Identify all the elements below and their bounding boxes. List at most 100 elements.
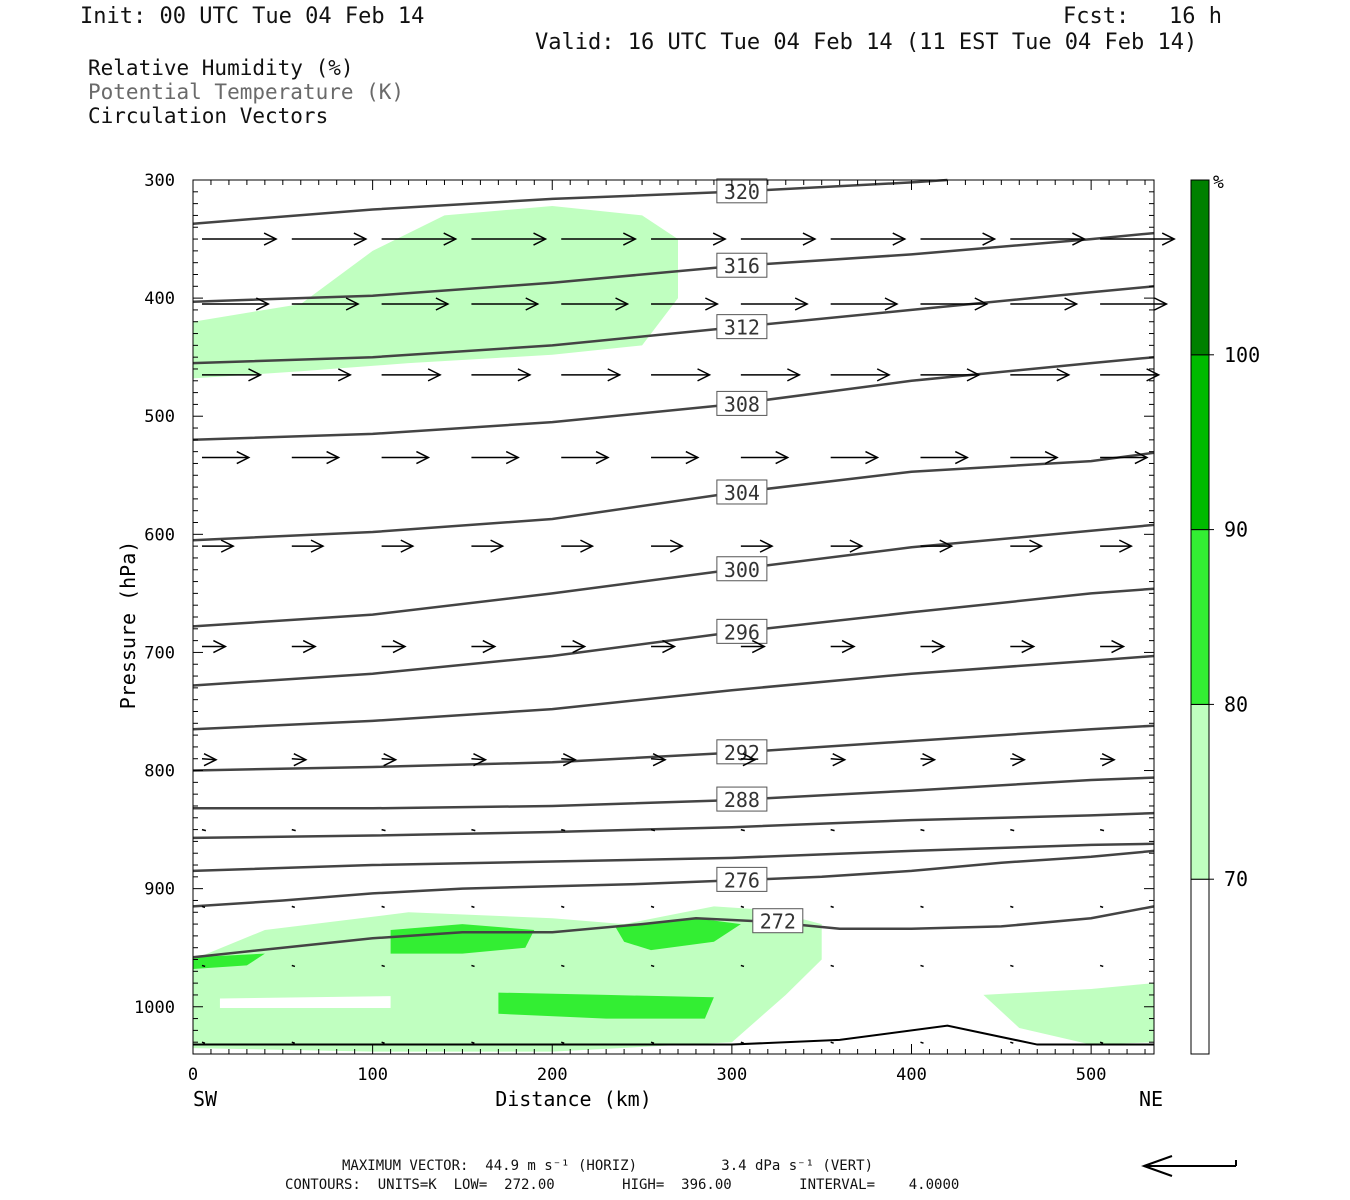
theta-label-box-320 — [716, 252, 768, 278]
rh-region-7 — [193, 953, 265, 969]
x-end-label-sw: SW — [193, 1087, 218, 1111]
theta-label-324: 320 — [724, 180, 760, 204]
circulation-vector — [1010, 1041, 1014, 1044]
circulation-vector-layer — [201, 232, 1176, 1044]
circulation-vector-head — [615, 297, 630, 311]
circulation-vector — [650, 828, 656, 832]
theta-label-box-272 — [752, 908, 804, 934]
circulation-vector-head — [1118, 539, 1133, 553]
circulation-vector — [650, 1041, 655, 1044]
circulation-vector — [650, 964, 655, 968]
circulation-vector — [920, 828, 925, 832]
colorbar-label-70: 70 — [1224, 867, 1248, 891]
theta-contour-292 — [192, 724, 1155, 772]
reference-vector-arrow — [1141, 1155, 1237, 1177]
x-tick-label: 100 — [357, 1065, 388, 1085]
circulation-vector-head — [922, 753, 937, 767]
circulation-vector-head — [931, 639, 946, 654]
theta-label-276: 276 — [724, 868, 760, 892]
circulation-vector-head — [1072, 232, 1087, 246]
circulation-vector — [381, 905, 385, 909]
circulation-vector-head — [416, 450, 431, 465]
theta-label-288: 288 — [724, 788, 760, 812]
circulation-vector-head — [1056, 368, 1071, 382]
circulation-vector — [830, 1041, 834, 1044]
theta-contour-284 — [192, 811, 1155, 840]
circulation-vector-head — [652, 753, 667, 767]
y-tick-label: 500 — [144, 407, 175, 427]
circulation-vector — [650, 905, 655, 909]
circulation-vector-head — [345, 297, 360, 311]
circulation-vector-head — [876, 368, 891, 382]
circulation-vector-head — [832, 753, 847, 767]
colorbar-segment-1 — [1190, 703, 1210, 880]
circulation-vector-head — [1161, 232, 1176, 246]
theta-contour-304 — [192, 523, 1155, 628]
circulation-vector-head — [1012, 753, 1027, 767]
circulation-vector — [560, 905, 565, 909]
circulation-vector-head — [400, 539, 415, 553]
circulation-vector-head — [435, 297, 450, 311]
circulation-vector-head — [525, 297, 540, 311]
circulation-vector — [920, 964, 924, 968]
colorbar-label-80: 80 — [1224, 692, 1248, 716]
circulation-vector-head — [236, 450, 251, 465]
circulation-vector-head — [213, 639, 228, 654]
x-tick-label: 0 — [188, 1065, 198, 1085]
circulation-vector-head — [1021, 639, 1036, 654]
circulation-vector-head — [1111, 639, 1126, 654]
circulation-vector-head — [751, 639, 766, 654]
circulation-vector-head — [1044, 450, 1059, 465]
circulation-vector-head — [302, 639, 317, 654]
circulation-vector-head — [685, 450, 700, 465]
theta-contour-324 — [192, 178, 948, 225]
field-label-vectors: Circulation Vectors — [88, 104, 329, 128]
circulation-vector — [471, 964, 475, 968]
circulation-vector-head — [490, 539, 505, 553]
field-label-theta: Potential Temperature (K) — [88, 80, 405, 104]
circulation-vector-head — [517, 368, 532, 382]
init-time-label: Init: 00 UTC Tue 04 Feb 14 — [80, 4, 425, 29]
circulation-vector-head — [337, 368, 352, 382]
circulation-vector — [291, 905, 296, 909]
theta-label-292: 292 — [724, 741, 760, 765]
circulation-vector-head — [759, 539, 774, 553]
circulation-vector-head — [794, 297, 809, 311]
colorbar-label-100: 100 — [1224, 343, 1260, 367]
theta-label-box-316 — [716, 314, 768, 340]
circulation-vector-head — [892, 232, 907, 246]
circulation-vector — [201, 964, 206, 968]
rh-region-3 — [983, 983, 1154, 1045]
circulation-vector-head — [220, 539, 235, 553]
circulation-vector — [830, 828, 835, 832]
circulation-vector-head — [1154, 297, 1169, 311]
circulation-vector — [1099, 1041, 1104, 1044]
circulation-vector-head — [326, 450, 341, 465]
circulation-vector-head — [974, 297, 989, 311]
circulation-vector-head — [473, 753, 488, 767]
theta-label-312: 308 — [724, 392, 760, 416]
circulation-vector — [1099, 828, 1105, 832]
x-tick-label: 300 — [717, 1065, 748, 1085]
circulation-vector — [740, 1041, 745, 1044]
x-axis-title: Distance (km) — [495, 1087, 652, 1111]
circulation-vector-head — [1029, 539, 1044, 553]
circulation-vector — [291, 757, 306, 761]
circulation-vector-head — [669, 539, 684, 553]
terrain-line — [193, 1024, 1154, 1046]
rh-region-6 — [498, 992, 714, 1019]
circulation-vector-head — [849, 539, 864, 553]
circulation-vector-head — [775, 450, 790, 465]
field-label-rh: Relative Humidity (%) — [88, 56, 354, 80]
circulation-vector-head — [966, 368, 981, 382]
circulation-vector-head — [443, 232, 458, 246]
circulation-vector — [740, 964, 745, 968]
circulation-vector-head — [293, 753, 308, 767]
circulation-vector — [291, 1041, 296, 1044]
theta-label-box-288 — [716, 786, 768, 812]
y-tick-label: 900 — [144, 880, 175, 900]
theta-label-272: 272 — [760, 910, 796, 934]
y-tick-label: 300 — [144, 171, 175, 191]
axes-layer: 300 400 500 600 700 800 900 1000 0 100 200 300 400 50… — [116, 171, 1163, 1111]
